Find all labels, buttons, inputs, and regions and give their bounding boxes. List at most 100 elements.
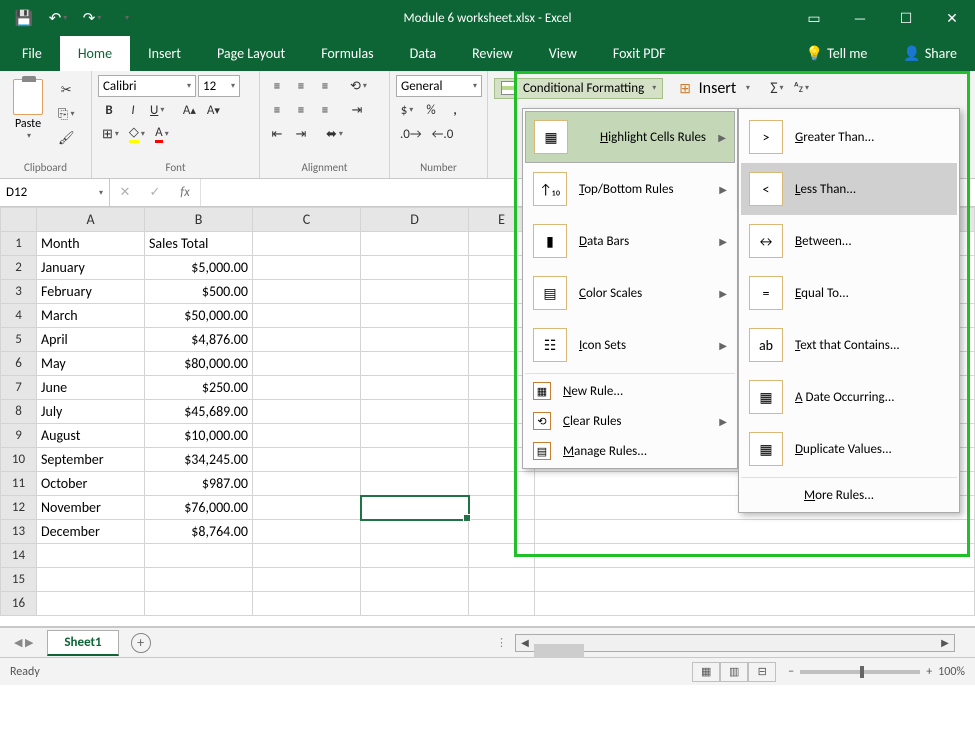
cell-D1[interactable] xyxy=(361,232,469,256)
cell-C7[interactable] xyxy=(253,376,361,400)
align-middle-button[interactable]: ≡ xyxy=(290,75,312,97)
cell-D15[interactable] xyxy=(361,568,469,592)
shrink-font-button[interactable]: A▾ xyxy=(202,99,224,121)
cell-A8[interactable]: July xyxy=(37,400,145,424)
font-color-button[interactable]: A▾ xyxy=(151,123,173,145)
cell-A13[interactable]: December xyxy=(37,520,145,544)
menu-item-more-rules[interactable]: More Rules... xyxy=(741,480,957,510)
tab-file[interactable]: File xyxy=(4,36,60,71)
page-break-view-button[interactable]: ⊟ xyxy=(748,662,776,682)
page-layout-view-button[interactable]: ▥ xyxy=(720,662,748,682)
row-header-15[interactable]: 15 xyxy=(1,568,37,592)
tab-insert[interactable]: Insert xyxy=(130,36,199,71)
cell-B14[interactable] xyxy=(145,544,253,568)
cell-B6[interactable]: $80,000.00 xyxy=(145,352,253,376)
cell-D9[interactable] xyxy=(361,424,469,448)
cell-B5[interactable]: $4,876.00 xyxy=(145,328,253,352)
menu-item-data-bars[interactable]: ▮Data Bars▶ xyxy=(525,215,735,267)
redo-button[interactable]: ↷▾ xyxy=(76,4,108,32)
merge-button[interactable]: ⬌▾ xyxy=(322,123,347,145)
cell-D12[interactable] xyxy=(361,496,469,520)
cell-B10[interactable]: $34,245.00 xyxy=(145,448,253,472)
align-right-button[interactable]: ≡ xyxy=(314,99,336,121)
tab-data[interactable]: Data xyxy=(392,36,454,71)
format-painter-button[interactable]: 🖌 xyxy=(54,127,79,149)
cell-D8[interactable] xyxy=(361,400,469,424)
qat-customize[interactable]: ▾ xyxy=(110,4,142,32)
cell-A7[interactable]: June xyxy=(37,376,145,400)
row-header-3[interactable]: 3 xyxy=(1,280,37,304)
bold-button[interactable]: B xyxy=(98,99,120,121)
decrease-decimal-button[interactable]: ←.0 xyxy=(428,123,458,145)
cell-D2[interactable] xyxy=(361,256,469,280)
borders-button[interactable]: ⊞▾ xyxy=(98,123,123,145)
cell-B15[interactable] xyxy=(145,568,253,592)
cell-A9[interactable]: August xyxy=(37,424,145,448)
row-header-8[interactable]: 8 xyxy=(1,400,37,424)
align-center-button[interactable]: ≡ xyxy=(290,99,312,121)
cell-D3[interactable] xyxy=(361,280,469,304)
cell-C13[interactable] xyxy=(253,520,361,544)
comma-button[interactable]: , xyxy=(444,99,466,121)
cell-C11[interactable] xyxy=(253,472,361,496)
cell-A3[interactable]: February xyxy=(37,280,145,304)
menu-item-equal-to-[interactable]: =Equal To... xyxy=(741,267,957,319)
row-header-12[interactable]: 12 xyxy=(1,496,37,520)
copy-button[interactable]: ⎘▾ xyxy=(54,103,79,125)
cell-A16[interactable] xyxy=(37,592,145,616)
cell-C14[interactable] xyxy=(253,544,361,568)
row-header-6[interactable]: 6 xyxy=(1,352,37,376)
tab-home[interactable]: Home xyxy=(60,36,130,71)
cell-A2[interactable]: January xyxy=(37,256,145,280)
tab-formulas[interactable]: Formulas xyxy=(303,36,391,71)
cell-B12[interactable]: $76,000.00 xyxy=(145,496,253,520)
cell-D13[interactable] xyxy=(361,520,469,544)
grow-font-button[interactable]: A▴ xyxy=(178,99,200,121)
decrease-indent-button[interactable]: ⇤ xyxy=(266,123,288,145)
menu-item-greater-than-[interactable]: >Greater Than... xyxy=(741,111,957,163)
sheet-tab-sheet1[interactable]: Sheet1 xyxy=(47,630,118,656)
row-header-1[interactable]: 1 xyxy=(1,232,37,256)
currency-button[interactable]: $▾ xyxy=(396,99,418,121)
cell-C5[interactable] xyxy=(253,328,361,352)
row-header-11[interactable]: 11 xyxy=(1,472,37,496)
cell-D16[interactable] xyxy=(361,592,469,616)
align-top-button[interactable]: ≡ xyxy=(266,75,288,97)
name-box[interactable]: D12▾ xyxy=(0,179,110,206)
menu-item-duplicate-values-[interactable]: ▦Duplicate Values... xyxy=(741,423,957,475)
zoom-slider[interactable] xyxy=(800,670,920,674)
underline-button[interactable]: U▾ xyxy=(146,99,168,121)
cell-A10[interactable]: September xyxy=(37,448,145,472)
cell-B8[interactable]: $45,689.00 xyxy=(145,400,253,424)
row-header-16[interactable]: 16 xyxy=(1,592,37,616)
cell-A5[interactable]: April xyxy=(37,328,145,352)
undo-button[interactable]: ↶▾ xyxy=(42,4,74,32)
cell-B9[interactable]: $10,000.00 xyxy=(145,424,253,448)
cell-D10[interactable] xyxy=(361,448,469,472)
cell-D11[interactable] xyxy=(361,472,469,496)
menu-item-top-bottom-rules[interactable]: ↑₁₀Top/Bottom Rules▶ xyxy=(525,163,735,215)
confirm-entry-button[interactable]: ✓ xyxy=(140,185,170,200)
tell-me[interactable]: 💡Tell me xyxy=(788,36,886,71)
increase-indent-button[interactable]: ⇥ xyxy=(290,123,312,145)
sheet-nav[interactable]: ◀ ▶ xyxy=(0,636,47,649)
cell-B2[interactable]: $5,000.00 xyxy=(145,256,253,280)
tab-foxit-pdf[interactable]: Foxit PDF xyxy=(595,36,684,71)
cell-C10[interactable] xyxy=(253,448,361,472)
cell-A12[interactable]: November xyxy=(37,496,145,520)
menu-item-color-scales[interactable]: ▤Color Scales▶ xyxy=(525,267,735,319)
tab-page-layout[interactable]: Page Layout xyxy=(199,36,303,71)
menu-item-text-that-contains-[interactable]: abText that Contains... xyxy=(741,319,957,371)
row-header-13[interactable]: 13 xyxy=(1,520,37,544)
row-header-4[interactable]: 4 xyxy=(1,304,37,328)
cell-A15[interactable] xyxy=(37,568,145,592)
italic-button[interactable]: I xyxy=(122,99,144,121)
cell-D4[interactable] xyxy=(361,304,469,328)
menu-item-a-date-occurring-[interactable]: ▦A Date Occurring... xyxy=(741,371,957,423)
row-header-2[interactable]: 2 xyxy=(1,256,37,280)
minimize-button[interactable]: — xyxy=(837,0,883,36)
insert-function-button[interactable]: fx xyxy=(170,185,200,200)
cancel-entry-button[interactable]: ✕ xyxy=(110,185,140,200)
cell-B3[interactable]: $500.00 xyxy=(145,280,253,304)
orientation-button[interactable]: ⟲▾ xyxy=(346,75,371,97)
